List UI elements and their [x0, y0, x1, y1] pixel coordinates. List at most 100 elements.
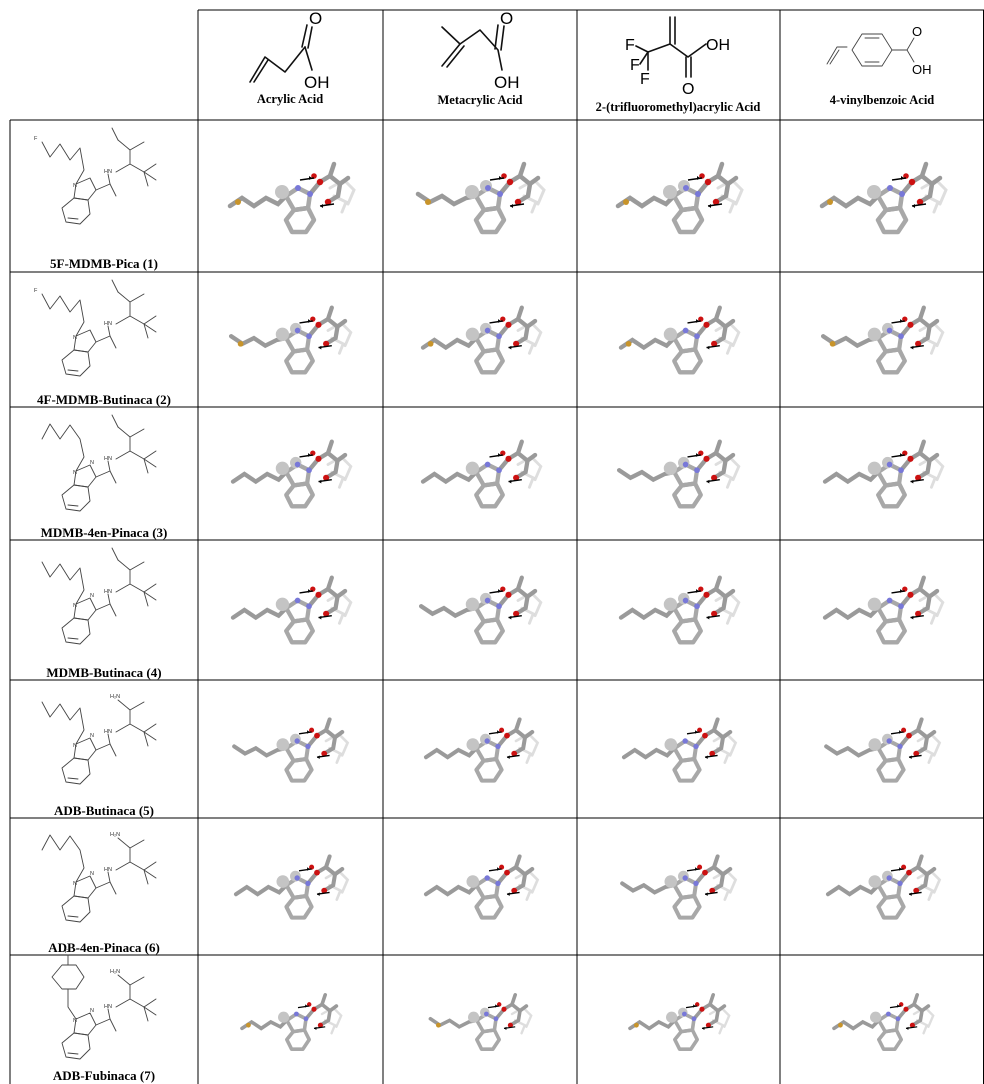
nitrogen-label: N [73, 335, 77, 341]
docking-pose-4-4 [822, 575, 945, 645]
docking-pose-7-4 [832, 992, 935, 1052]
row-label: MDMB-4en-Pinaca (3) [41, 525, 168, 540]
docking-cell [420, 439, 543, 509]
docking-row-3 [230, 439, 945, 509]
docking-pose-4-3 [618, 575, 741, 645]
adb-fubinaca-structure: F N N HN H₂N [51, 949, 157, 1060]
row-header-1: F N HN 5F-MDMB-Pica (1) [34, 127, 158, 271]
fluorine-label: F [65, 949, 69, 955]
docking-pose-7-1 [240, 992, 343, 1052]
row-header-4: N N HN MDMB-Butinaca (4) [41, 547, 162, 680]
row-header-5: N N HN H₂N ADB-Butinaca (5) [41, 694, 157, 818]
fluorine-label: F [630, 57, 640, 74]
fluorine-label: F [640, 71, 650, 88]
row-label: 4F-MDMB-Butinaca (2) [37, 392, 171, 407]
docking-pose-7-2 [428, 992, 533, 1052]
docking-cell [428, 992, 533, 1052]
docking-cell [620, 854, 738, 920]
column-header-label: Metacrylic Acid [437, 93, 522, 107]
row-headers: F N HN 5F-MDMB-Pica (1) F N HN 4F-MDMB-Butinaca… [34, 127, 171, 1083]
amide-nh-label: HN [104, 589, 112, 595]
docking-cells [227, 161, 948, 1052]
docking-row-4 [230, 575, 945, 645]
docking-pose-5-2 [423, 717, 540, 783]
docking-cell [820, 305, 945, 375]
docking-pose-2-1 [228, 305, 353, 375]
amine-label: H₂N [110, 969, 120, 975]
docking-cell [615, 161, 744, 235]
docking-pose-4-2 [418, 575, 543, 645]
docking-pose-6-4 [825, 854, 942, 920]
oxygen-label: O [309, 9, 322, 28]
docking-cell [240, 992, 343, 1052]
nitrogen-label: N [73, 603, 77, 609]
docking-pose-5-3 [621, 717, 738, 783]
nitrogen-label: N [73, 183, 77, 189]
docking-cell [415, 161, 546, 235]
column-header-label: Acrylic Acid [257, 92, 323, 106]
hydroxyl-label: OH [912, 62, 932, 77]
docking-pose-7-3 [628, 992, 731, 1052]
docking-cell [423, 854, 540, 920]
amine-label: H₂N [110, 832, 120, 838]
row-label: ADB-4en-Pinaca (6) [48, 940, 160, 955]
docking-pose-3-3 [616, 439, 741, 509]
column-header-label: 2-(trifluoromethyl)acrylic Acid [596, 100, 761, 114]
docking-pose-4-1 [230, 575, 353, 645]
nitrogen-label: N [73, 470, 77, 476]
docking-pose-1-2 [415, 161, 546, 235]
row-label: 5F-MDMB-Pica (1) [50, 256, 158, 271]
fluorine-label: F [34, 288, 38, 294]
docking-pose-2-4 [820, 305, 945, 375]
adb-indazole-ene-structure: N N HN H₂N [41, 832, 157, 923]
docking-pose-6-1 [233, 854, 350, 920]
docking-cell [233, 854, 350, 920]
oxygen-label: O [500, 9, 513, 28]
amide-nh-label: HN [104, 729, 112, 735]
docking-pose-6-2 [423, 854, 540, 920]
docking-cell [418, 575, 543, 645]
vinylbenzoic-acid-structure: O OH [826, 24, 932, 77]
docking-cell [819, 161, 948, 235]
docking-cell [618, 575, 741, 645]
methacrylic-acid-structure: O OH [441, 9, 520, 92]
amide-nh-label: HN [104, 1004, 112, 1010]
row-label: ADB-Butinaca (5) [54, 803, 154, 818]
docking-cell [618, 305, 741, 375]
docking-cell [230, 439, 353, 509]
docking-pose-6-3 [620, 854, 738, 920]
docking-pose-2-2 [420, 305, 543, 375]
docking-cell [616, 439, 741, 509]
docking-row-2 [228, 305, 945, 375]
row-label: ADB-Fubinaca (7) [53, 1068, 155, 1083]
docking-cell [423, 717, 540, 783]
docking-pose-3-4 [822, 439, 945, 509]
docking-cell [824, 717, 942, 783]
docking-pose-1-1 [227, 161, 356, 235]
fluorine-label: F [34, 136, 38, 142]
docking-pose-1-4 [819, 161, 948, 235]
nitrogen-label: N [90, 1008, 94, 1014]
hydroxyl-label: OH [494, 73, 520, 92]
row-label: MDMB-Butinaca (4) [46, 665, 161, 680]
column-header-label: 4-vinylbenzoic Acid [830, 93, 935, 107]
docking-cell [621, 717, 738, 783]
docking-row-1 [227, 161, 948, 235]
column-header-trifluoromethyl-acrylic-acid: FFF OH O 2-(trifluoromethyl)acrylic Acid [596, 16, 761, 114]
docking-row-5 [232, 717, 942, 783]
amide-nh-label: HN [104, 867, 112, 873]
amine-label: H₂N [110, 694, 120, 700]
docking-pose-2-3 [618, 305, 741, 375]
table-gridlines [9, 9, 984, 1084]
docking-cell [420, 305, 543, 375]
docking-row-7 [240, 992, 935, 1052]
nitrogen-label: N [90, 593, 94, 599]
nitrogen-label: N [90, 460, 94, 466]
mdmb-indazole-structure: N N HN [41, 547, 157, 645]
docking-cell [825, 854, 942, 920]
docking-cell [227, 161, 356, 235]
